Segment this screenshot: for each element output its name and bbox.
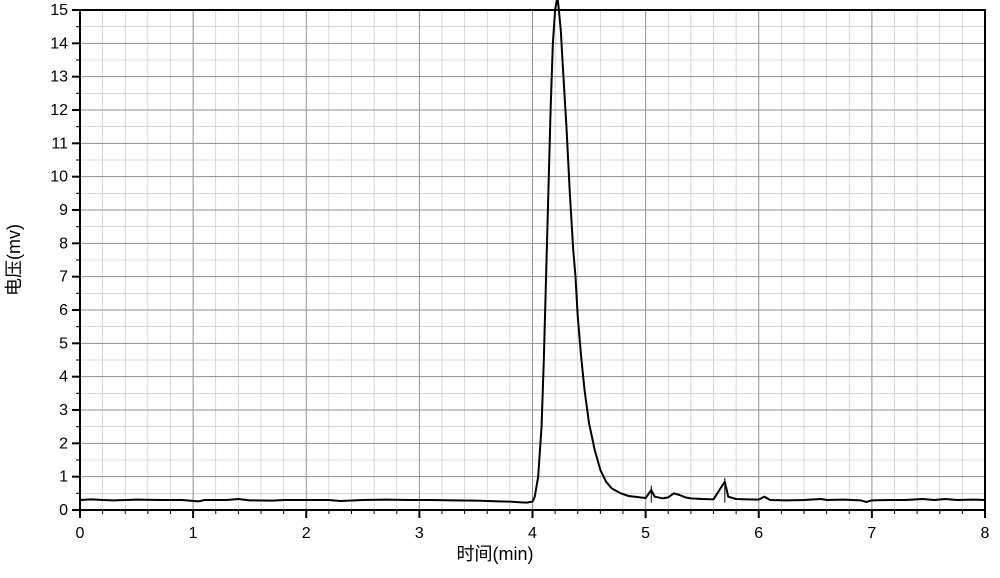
y-tick-label: 5 xyxy=(59,335,68,352)
y-tick-label: 12 xyxy=(50,102,68,119)
y-tick-label: 0 xyxy=(59,502,68,519)
y-tick-label: 6 xyxy=(59,302,68,319)
x-axis-label: 时间(min) xyxy=(457,544,534,564)
y-tick-label: 7 xyxy=(59,269,68,286)
chart-svg: 0123456780123456789101112131415时间(min)电压… xyxy=(0,0,1000,578)
x-tick-label: 8 xyxy=(981,525,990,542)
x-tick-label: 2 xyxy=(302,525,311,542)
x-tick-label: 6 xyxy=(754,525,763,542)
chromatogram-chart: 0123456780123456789101112131415时间(min)电压… xyxy=(0,0,1000,578)
y-tick-label: 3 xyxy=(59,402,68,419)
x-tick-label: 4 xyxy=(528,525,537,542)
y-tick-label: 13 xyxy=(50,69,68,86)
y-tick-label: 4 xyxy=(59,369,68,386)
y-tick-label: 14 xyxy=(50,35,68,52)
y-tick-label: 15 xyxy=(50,2,68,19)
x-tick-label: 1 xyxy=(189,525,198,542)
y-tick-label: 9 xyxy=(59,202,68,219)
chart-bg xyxy=(0,0,1000,578)
x-tick-label: 7 xyxy=(867,525,876,542)
x-tick-label: 3 xyxy=(415,525,424,542)
y-tick-label: 2 xyxy=(59,435,68,452)
x-tick-label: 0 xyxy=(76,525,85,542)
y-tick-label: 8 xyxy=(59,235,68,252)
y-tick-label: 10 xyxy=(50,169,68,186)
y-tick-label: 1 xyxy=(59,469,68,486)
y-axis-label: 电压(mv) xyxy=(4,224,24,296)
x-tick-label: 5 xyxy=(641,525,650,542)
y-tick-label: 11 xyxy=(51,135,68,152)
